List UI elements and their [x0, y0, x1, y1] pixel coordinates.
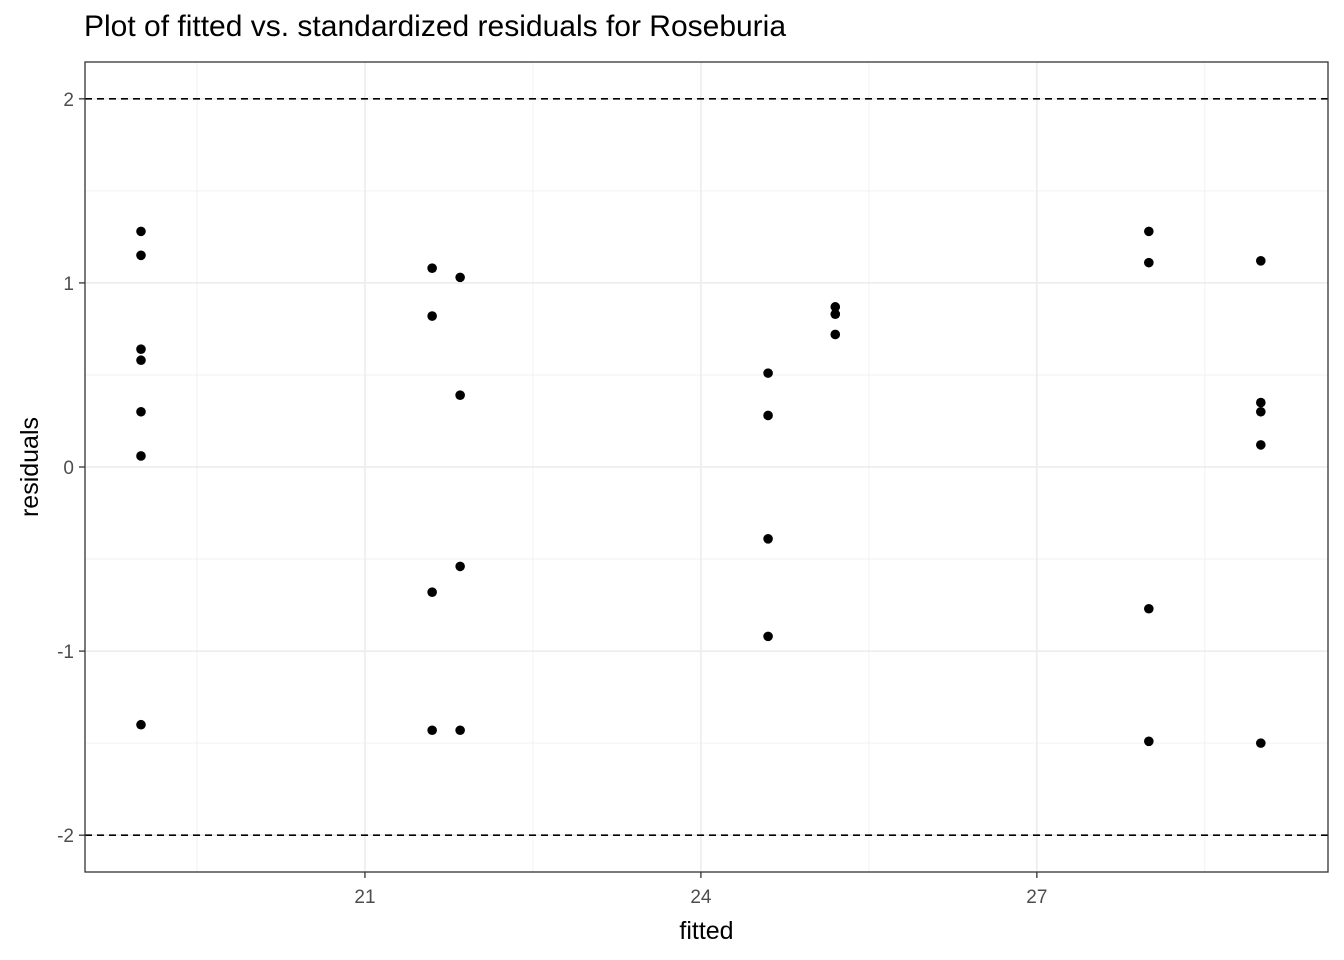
data-point — [763, 631, 773, 642]
data-point — [427, 263, 437, 273]
data-point — [1144, 603, 1154, 614]
data-point — [1256, 406, 1266, 417]
x-axis-title: fitted — [679, 917, 733, 945]
data-points — [136, 226, 1266, 748]
major-gridlines — [85, 62, 1328, 872]
data-point — [427, 311, 437, 321]
data-point — [136, 719, 146, 730]
y-tick-label: 0 — [63, 458, 74, 479]
y-tick-label: 2 — [63, 90, 74, 111]
data-point — [455, 561, 465, 572]
data-point — [427, 587, 437, 597]
data-point — [1256, 397, 1266, 408]
x-tick-label: 21 — [354, 887, 375, 908]
data-point — [455, 390, 465, 401]
x-tick-label: 27 — [1026, 887, 1047, 908]
y-tick-label: 1 — [63, 274, 74, 295]
data-point — [763, 533, 773, 544]
data-point — [1144, 226, 1154, 237]
data-point — [1144, 736, 1154, 747]
reference-lines — [85, 98, 1328, 836]
chart-title: Plot of fitted vs. standardized residual… — [84, 10, 787, 43]
data-point — [830, 329, 841, 340]
data-point — [1144, 257, 1154, 268]
data-point — [1256, 256, 1266, 266]
data-point — [136, 226, 146, 237]
y-axis-ticks: -2 -1 0 1 2 — [57, 90, 85, 847]
data-point — [763, 410, 773, 421]
y-tick-label: -2 — [57, 826, 74, 847]
data-point — [830, 309, 841, 320]
x-tick-label: 24 — [690, 887, 712, 908]
data-point — [136, 250, 146, 261]
data-point — [136, 344, 146, 354]
data-point — [830, 302, 841, 312]
data-point — [136, 406, 146, 417]
data-point — [427, 725, 437, 736]
data-point — [1256, 738, 1266, 748]
y-axis-title: residuals — [16, 417, 44, 517]
data-point — [136, 451, 146, 461]
y-tick-label: -1 — [57, 642, 74, 663]
data-point — [763, 368, 773, 378]
data-point — [455, 272, 465, 283]
data-point — [1256, 440, 1266, 450]
data-point — [136, 355, 146, 366]
x-axis-ticks: 21 24 27 — [354, 872, 1047, 908]
data-point — [455, 725, 465, 736]
